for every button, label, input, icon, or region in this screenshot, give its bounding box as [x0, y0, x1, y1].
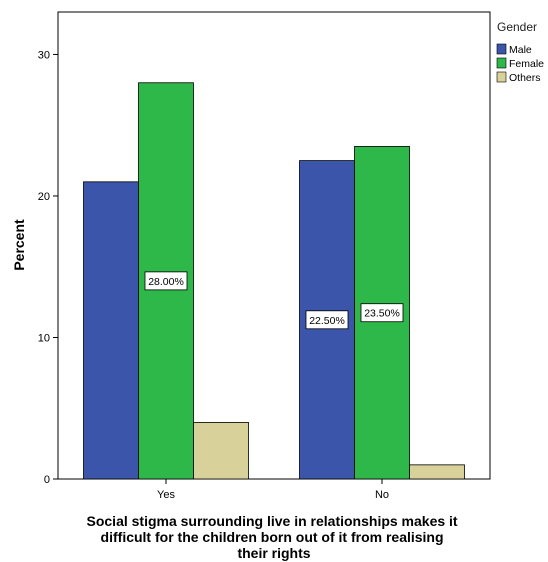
y-tick-label: 0	[44, 474, 50, 486]
legend-label-female: Female	[509, 58, 544, 70]
x-tick-label-no: No	[375, 489, 389, 501]
legend-title: Gender	[497, 20, 537, 34]
data-labels: 28.00% 22.50% 23.50%	[144, 271, 404, 330]
data-label-female-no: 23.50%	[364, 308, 400, 320]
y-axis: 0 10 20 30	[38, 49, 58, 486]
data-label-box	[144, 271, 188, 291]
x-axis-title-line-1: Social stigma surrounding live in relati…	[87, 513, 458, 529]
data-label-box	[305, 310, 349, 330]
x-axis-title: Social stigma surrounding live in relati…	[87, 513, 462, 561]
y-tick-label: 20	[38, 191, 50, 203]
bar-others-no	[409, 464, 465, 480]
y-axis-title: Percent	[11, 219, 27, 271]
data-label-male-no: 22.50%	[309, 315, 345, 327]
y-tick-label: 10	[38, 332, 50, 344]
data-label-female-yes: 28.00%	[148, 276, 184, 288]
bar-others-yes	[193, 421, 249, 480]
legend-label-male: Male	[509, 44, 532, 56]
x-tick-label-yes: Yes	[157, 489, 175, 501]
legend-swatch-male	[496, 43, 507, 55]
bar-male-yes	[83, 181, 139, 480]
x-axis: Yes No	[157, 479, 389, 501]
legend-swatch-female	[496, 57, 507, 69]
x-axis-title-line-2: difficult for the children born out of i…	[101, 529, 444, 545]
y-tick-label: 30	[38, 49, 50, 61]
legend-label-others: Others	[509, 72, 541, 84]
data-label-box	[360, 303, 404, 323]
x-axis-title-line-3: their rights	[237, 545, 310, 561]
legend: Gender Male Female Others	[496, 20, 544, 84]
legend-swatch-others	[496, 71, 507, 83]
